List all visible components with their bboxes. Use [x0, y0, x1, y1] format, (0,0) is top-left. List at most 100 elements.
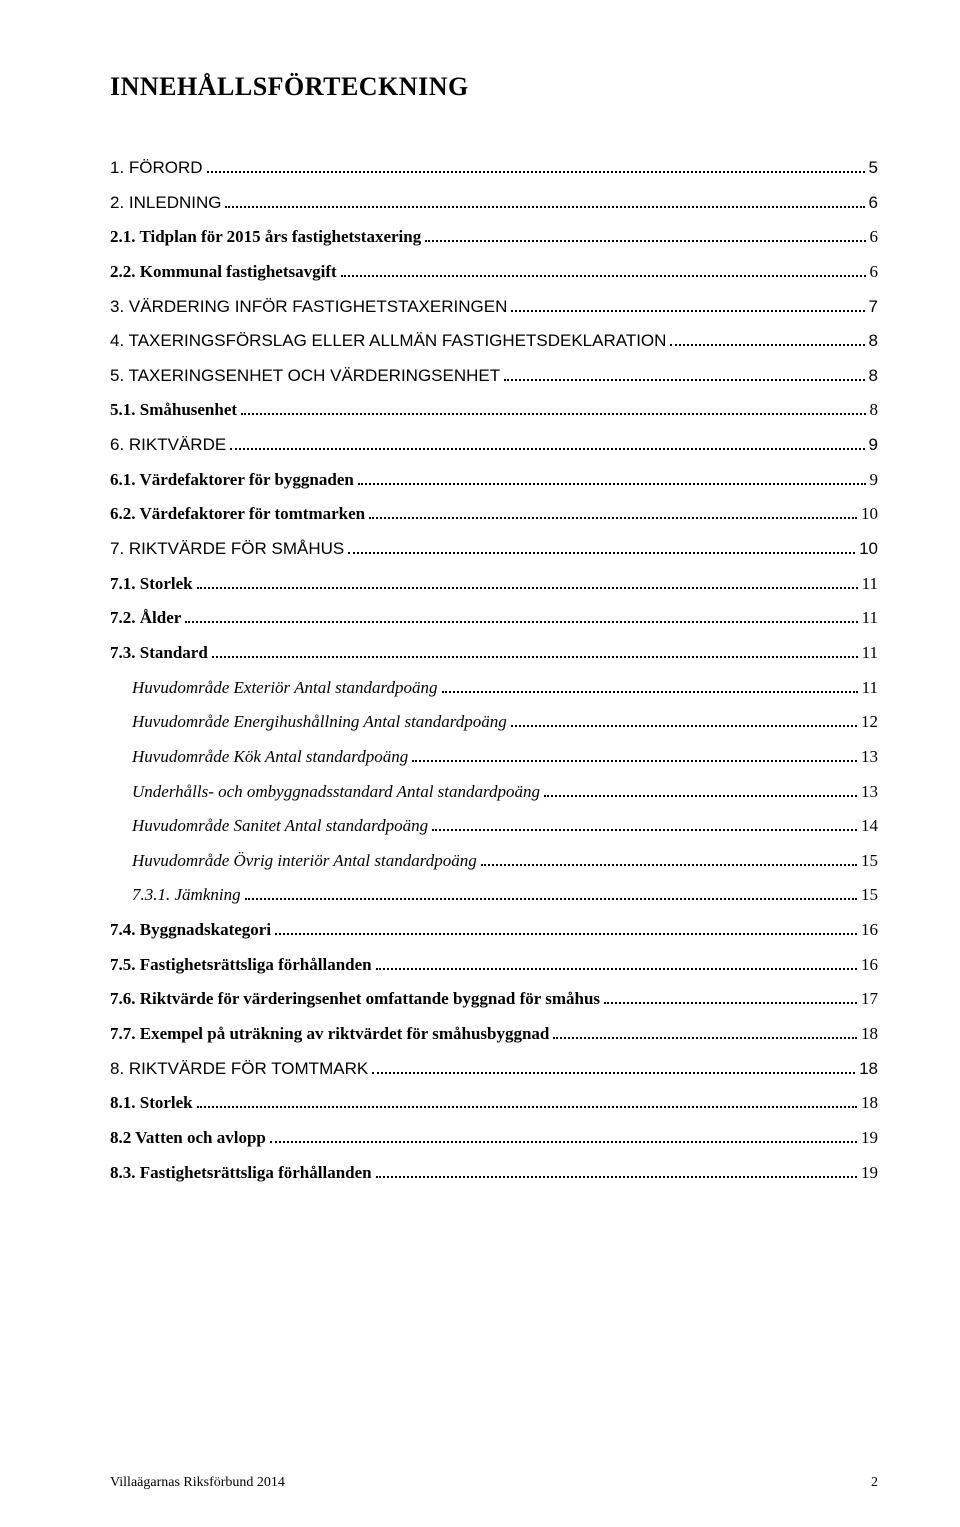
- toc-leader: [275, 933, 857, 935]
- toc-page: 15: [861, 883, 878, 908]
- toc-leader: [511, 310, 864, 312]
- toc-label: 1. FÖRORD: [110, 156, 203, 181]
- toc-leader: [442, 691, 858, 693]
- page-title: INNEHÅLLSFÖRTECKNING: [110, 72, 878, 102]
- toc-label: Huvudområde Sanitet Antal standardpoäng: [132, 814, 428, 839]
- toc-page: 9: [870, 468, 879, 493]
- toc-row: Huvudområde Kök Antal standardpoäng 13: [110, 745, 878, 770]
- table-of-contents: 1. FÖRORD52. INLEDNING62.1. Tidplan för …: [110, 156, 878, 1185]
- toc-leader: [245, 898, 857, 900]
- toc-label: 8.1. Storlek: [110, 1091, 193, 1116]
- toc-leader: [225, 206, 864, 208]
- toc-row: 7.4. Byggnadskategori 16: [110, 918, 878, 943]
- toc-row: 7.2. Ålder11: [110, 606, 878, 631]
- toc-leader: [604, 1002, 857, 1004]
- toc-label: 7. RIKTVÄRDE FÖR SMÅHUS: [110, 537, 344, 562]
- toc-label: 5.1. Småhusenhet: [110, 398, 237, 423]
- toc-label: 6.2. Värdefaktorer för tomtmarken: [110, 502, 365, 527]
- toc-page: 11: [862, 641, 878, 666]
- toc-leader: [481, 864, 857, 866]
- toc-leader: [348, 552, 855, 554]
- toc-leader: [212, 656, 858, 658]
- toc-label: 7.5. Fastighetsrättsliga förhållanden: [110, 953, 372, 978]
- toc-page: 8: [870, 398, 879, 423]
- toc-page: 15: [861, 849, 878, 874]
- toc-label: 8. RIKTVÄRDE FÖR TOMTMARK: [110, 1057, 368, 1082]
- toc-page: 19: [861, 1126, 878, 1151]
- toc-row: 6.2. Värdefaktorer för tomtmarken 10: [110, 502, 878, 527]
- toc-row: 6. RIKTVÄRDE 9: [110, 433, 878, 458]
- toc-label: 7.3. Standard: [110, 641, 208, 666]
- toc-page: 5: [869, 156, 878, 181]
- toc-leader: [432, 829, 857, 831]
- toc-label: 2. INLEDNING: [110, 191, 221, 216]
- toc-leader: [376, 1176, 857, 1178]
- toc-leader: [372, 1072, 855, 1074]
- toc-page: 6: [870, 260, 879, 285]
- toc-row: 3. VÄRDERING INFÖR FASTIGHETSTAXERINGEN 7: [110, 295, 878, 320]
- toc-page: 8: [869, 364, 878, 389]
- toc-label: Huvudområde Kök Antal standardpoäng: [132, 745, 408, 770]
- toc-row: 7.3.1. Jämkning 15: [110, 883, 878, 908]
- toc-row: Underhålls- och ombyggnadsstandard Antal…: [110, 780, 878, 805]
- toc-row: 2. INLEDNING 6: [110, 191, 878, 216]
- toc-page: 18: [859, 1057, 878, 1082]
- toc-page: 13: [861, 780, 878, 805]
- toc-leader: [341, 275, 866, 277]
- toc-page: 19: [861, 1161, 878, 1186]
- toc-label: 6. RIKTVÄRDE: [110, 433, 226, 458]
- footer-page-number: 2: [871, 1475, 878, 1491]
- toc-page: 13: [861, 745, 878, 770]
- toc-leader: [230, 448, 864, 450]
- toc-label: Huvudområde Energihushållning Antal stan…: [132, 710, 507, 735]
- toc-label: 7.6. Riktvärde för värderingsenhet omfat…: [110, 987, 600, 1012]
- toc-leader: [412, 760, 857, 762]
- toc-label: 5. TAXERINGSENHET OCH VÄRDERINGSENHET: [110, 364, 500, 389]
- toc-leader: [369, 517, 857, 519]
- toc-leader: [197, 1106, 857, 1108]
- toc-page: 16: [861, 953, 878, 978]
- toc-page: 12: [861, 710, 878, 735]
- toc-label: 2.2. Kommunal fastighetsavgift: [110, 260, 337, 285]
- toc-label: 7.3.1. Jämkning: [132, 883, 241, 908]
- toc-page: 6: [870, 225, 879, 250]
- toc-page: 7: [869, 295, 878, 320]
- toc-page: 6: [869, 191, 878, 216]
- toc-row: 7.5. Fastighetsrättsliga förhållanden 16: [110, 953, 878, 978]
- toc-leader: [670, 344, 864, 346]
- toc-label: 6.1. Värdefaktorer för byggnaden: [110, 468, 354, 493]
- toc-leader: [197, 587, 858, 589]
- toc-leader: [185, 621, 857, 623]
- toc-label: 7.2. Ålder: [110, 606, 181, 631]
- toc-row: 1. FÖRORD 5: [110, 156, 878, 181]
- toc-label: Huvudområde Exteriör Antal standardpoäng: [132, 676, 438, 701]
- toc-label: 3. VÄRDERING INFÖR FASTIGHETSTAXERINGEN: [110, 295, 507, 320]
- toc-row: 7.3. Standard 11: [110, 641, 878, 666]
- toc-page: 10: [861, 502, 878, 527]
- toc-row: 2.1. Tidplan för 2015 års fastighetstaxe…: [110, 225, 878, 250]
- toc-leader: [207, 171, 865, 173]
- toc-row: 5.1. Småhusenhet 8: [110, 398, 878, 423]
- toc-page: 17: [861, 987, 878, 1012]
- toc-label: 8.3. Fastighetsrättsliga förhållanden: [110, 1161, 372, 1186]
- footer-left: Villaägarnas Riksförbund 2014: [110, 1475, 285, 1491]
- document-page: INNEHÅLLSFÖRTECKNING 1. FÖRORD 5 2. INLEDN…: [0, 0, 960, 1527]
- toc-page: 9: [869, 433, 878, 458]
- toc-row: 2.2. Kommunal fastighetsavgift 6: [110, 260, 878, 285]
- toc-leader: [504, 379, 864, 381]
- toc-page: 16: [861, 918, 878, 943]
- toc-page: 14: [861, 814, 878, 839]
- page-footer: Villaägarnas Riksförbund 2014 2: [110, 1475, 878, 1491]
- toc-leader: [544, 795, 857, 797]
- toc-row: 7.7. Exempel på uträkning av riktvärdet …: [110, 1022, 878, 1047]
- toc-page: 11: [862, 676, 878, 701]
- toc-page: 8: [869, 329, 878, 354]
- toc-page: 10: [859, 537, 878, 562]
- toc-leader: [425, 240, 865, 242]
- toc-label: Underhålls- och ombyggnadsstandard Antal…: [132, 780, 540, 805]
- toc-page: 18: [861, 1022, 878, 1047]
- toc-label: 7.4. Byggnadskategori: [110, 918, 271, 943]
- toc-row: 6.1. Värdefaktorer för byggnaden 9: [110, 468, 878, 493]
- toc-row: 8.1. Storlek18: [110, 1091, 878, 1116]
- toc-label: 7.7. Exempel på uträkning av riktvärdet …: [110, 1022, 549, 1047]
